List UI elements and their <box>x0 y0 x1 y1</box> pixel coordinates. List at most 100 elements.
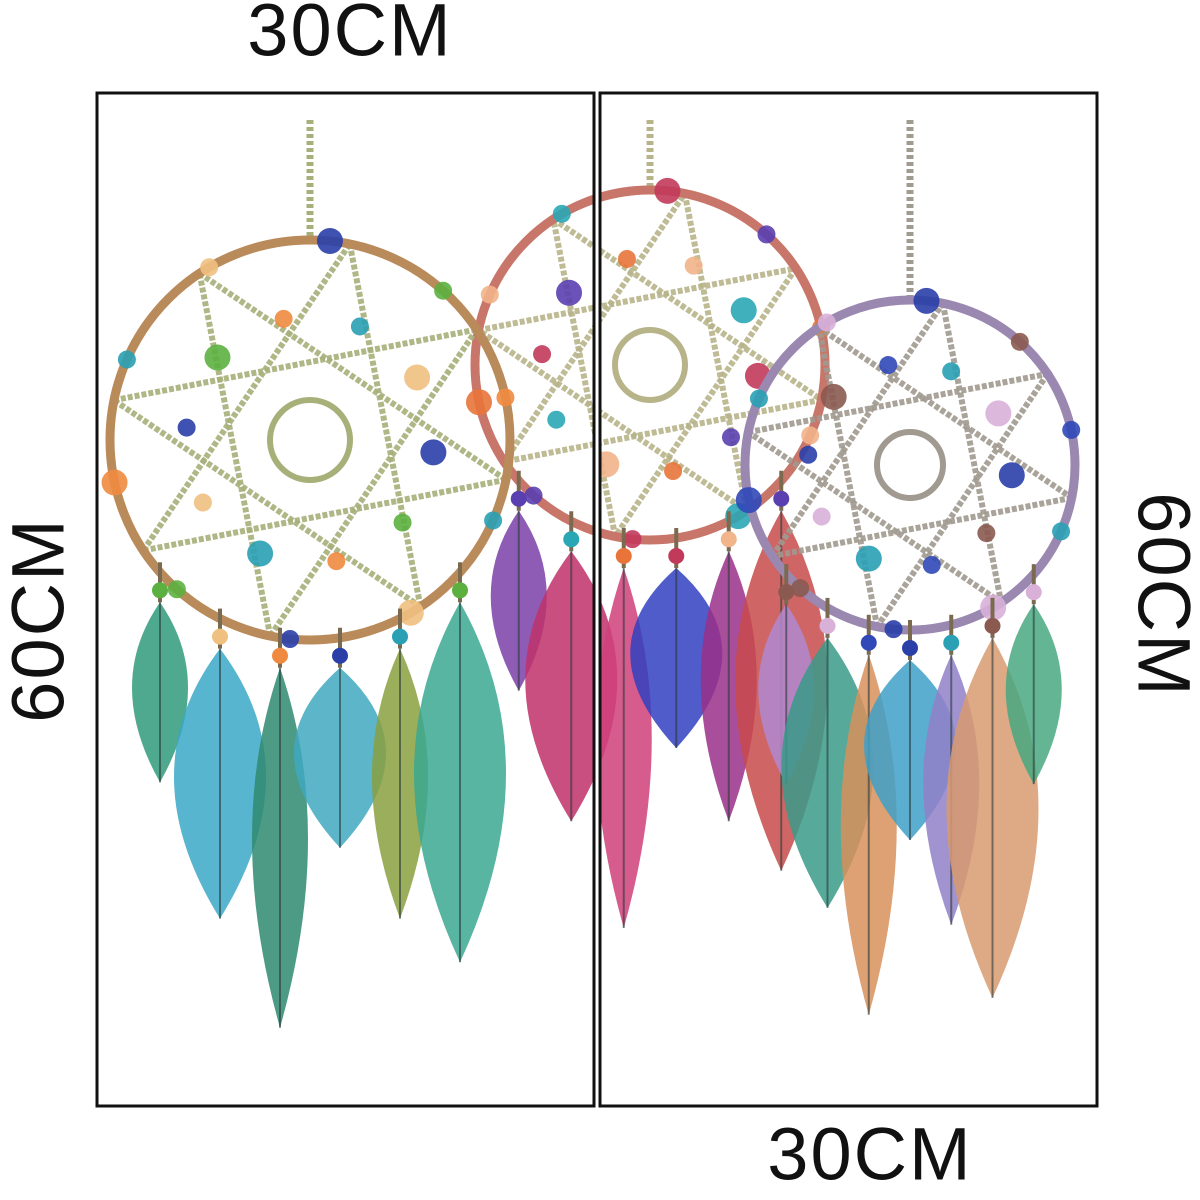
bead <box>654 177 681 204</box>
bead <box>943 634 960 651</box>
bead <box>1025 584 1042 601</box>
bead <box>902 640 918 656</box>
bead <box>855 545 882 572</box>
bead <box>668 548 685 565</box>
bead <box>791 579 810 598</box>
web-strand <box>769 301 946 558</box>
bead <box>1010 332 1029 351</box>
bead <box>274 309 293 328</box>
bead <box>778 584 795 601</box>
web-strand <box>746 429 1003 606</box>
web-strand <box>503 396 823 465</box>
bead <box>420 439 447 466</box>
bead <box>281 630 300 649</box>
bead <box>984 617 1001 634</box>
top-dimension: 30CM <box>247 0 452 72</box>
web-strand <box>550 218 619 538</box>
web-strand <box>771 494 1073 560</box>
bead <box>879 356 898 375</box>
bead <box>332 647 348 664</box>
web-strand <box>815 326 881 628</box>
bead <box>556 279 583 306</box>
dreamcatcher-art <box>101 90 1081 1110</box>
bead <box>480 285 499 304</box>
bead <box>524 486 543 505</box>
web-strand <box>142 476 507 554</box>
bead <box>193 493 212 512</box>
bead <box>985 400 1012 427</box>
bead <box>773 490 790 507</box>
bead <box>200 258 219 277</box>
bead <box>617 249 636 268</box>
bead <box>397 599 424 626</box>
bead <box>167 580 186 599</box>
bead <box>393 513 412 532</box>
bead <box>563 531 580 548</box>
web-strand <box>112 397 423 610</box>
web-strand <box>140 242 353 553</box>
bead <box>749 389 768 408</box>
left-panel <box>95 91 596 1108</box>
bead <box>204 344 231 371</box>
bead <box>452 582 468 599</box>
bead <box>860 634 877 651</box>
bead <box>350 317 369 336</box>
bead <box>664 462 683 481</box>
bead <box>623 530 642 549</box>
web-strand <box>197 270 508 483</box>
bead <box>1052 522 1071 541</box>
bead <box>434 281 453 300</box>
web-strand <box>346 243 424 608</box>
bead <box>942 362 961 381</box>
bead <box>1062 420 1081 439</box>
bead <box>247 540 274 567</box>
bead <box>735 487 762 514</box>
web-strand <box>817 324 1074 501</box>
web-strand <box>681 192 750 512</box>
bead <box>152 582 168 599</box>
web-strand <box>477 265 797 334</box>
web-strand <box>267 327 480 638</box>
bead <box>316 227 343 254</box>
bead <box>884 620 903 639</box>
bead <box>327 552 346 571</box>
bead <box>913 287 940 314</box>
bead <box>720 531 737 548</box>
bead <box>101 469 128 496</box>
bead <box>272 647 288 664</box>
bead <box>547 410 566 429</box>
bead <box>484 511 503 530</box>
bead <box>998 462 1025 489</box>
web-strand <box>874 372 1051 629</box>
web-strand <box>476 327 749 514</box>
bead <box>801 426 820 445</box>
bead <box>812 507 831 526</box>
web-strand <box>113 326 478 404</box>
bead <box>392 628 408 645</box>
bead <box>730 297 757 324</box>
inner-ring <box>612 327 688 403</box>
bead <box>757 225 776 244</box>
hoop <box>105 235 515 645</box>
bead <box>496 388 515 407</box>
bead <box>721 428 740 447</box>
bead <box>799 445 818 464</box>
bead <box>465 389 492 416</box>
left-dimension: 60CM <box>0 517 80 722</box>
bead <box>404 364 431 391</box>
bead <box>533 345 552 364</box>
web-strand <box>612 266 799 539</box>
web-strand <box>747 370 1049 436</box>
panel-gap <box>594 90 600 1110</box>
web-strand <box>939 302 1005 604</box>
right-dimension: 60CM <box>1122 492 1200 697</box>
bottom-dimension: 30CM <box>767 1113 972 1196</box>
inner-ring <box>267 397 353 483</box>
bead <box>615 548 632 565</box>
web-strand <box>196 272 274 637</box>
bead <box>212 628 228 645</box>
bead <box>820 383 847 410</box>
bead <box>117 350 136 369</box>
